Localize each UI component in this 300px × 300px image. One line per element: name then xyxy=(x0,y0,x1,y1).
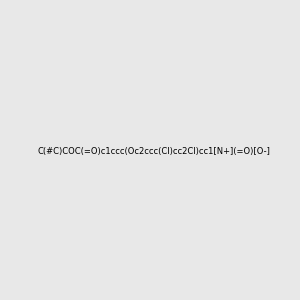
Text: C(#C)COC(=O)c1ccc(Oc2ccc(Cl)cc2Cl)cc1[N+](=O)[O-]: C(#C)COC(=O)c1ccc(Oc2ccc(Cl)cc2Cl)cc1[N+… xyxy=(37,147,270,156)
